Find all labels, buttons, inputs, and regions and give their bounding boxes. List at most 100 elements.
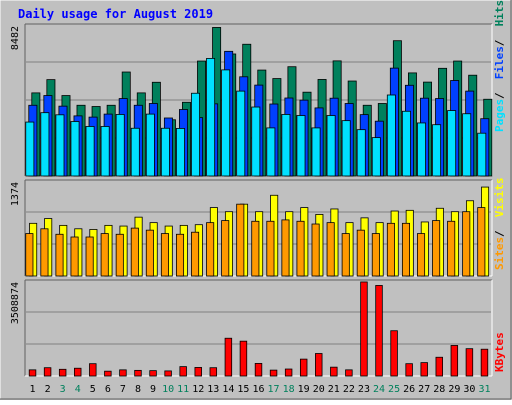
bar-pages-27 — [417, 122, 426, 177]
x-tick-label: 5 — [90, 384, 96, 395]
panel-2: 1374 Sites / Visits — [10, 177, 506, 277]
legend-separator: / — [493, 39, 506, 46]
bar-kbytes-23 — [360, 281, 368, 377]
bar-sites-4 — [70, 236, 79, 277]
x-tick-label: 11 — [177, 384, 189, 395]
bar-kbytes-31 — [480, 348, 489, 377]
bar-sites-17 — [266, 220, 275, 277]
bar-pages-5 — [85, 126, 95, 177]
x-tick-label: 1 — [30, 384, 36, 395]
bar-sites-22 — [341, 233, 350, 277]
legend-separator: / — [493, 230, 506, 237]
legend-files: Files — [493, 46, 506, 79]
bar-sites-20 — [311, 223, 320, 277]
bar-kbytes-7 — [119, 369, 127, 377]
panel-area — [25, 280, 492, 376]
bar-pages-9 — [145, 113, 155, 177]
x-tick-label: 6 — [105, 384, 111, 395]
x-tick-label: 17 — [268, 384, 280, 395]
bar-sites-18 — [281, 219, 290, 277]
bar-sites-14 — [221, 220, 230, 277]
y-max-label: 8482 — [10, 26, 21, 50]
chart-title: Daily usage for August 2019 — [18, 7, 213, 21]
bar-pages-25 — [386, 94, 396, 177]
bar-pages-26 — [401, 110, 411, 177]
bar-pages-17 — [266, 127, 276, 177]
bar-sites-13 — [206, 222, 215, 277]
bar-pages-13 — [206, 58, 216, 177]
bar-kbytes-16 — [254, 363, 263, 377]
bar-sites-24 — [371, 233, 380, 277]
legend-visits: Visits — [493, 177, 506, 217]
legend-pages: Pages — [493, 99, 506, 132]
x-tick-label: 9 — [150, 384, 156, 395]
bar-sites-23 — [356, 229, 365, 277]
bar-pages-6 — [100, 126, 110, 177]
bar-kbytes-14 — [224, 337, 233, 377]
x-tick-label: 8 — [135, 384, 141, 395]
x-tick-label: 7 — [120, 384, 126, 395]
bar-kbytes-27 — [420, 362, 428, 377]
bar-kbytes-29 — [450, 345, 459, 377]
x-tick-label: 18 — [283, 384, 295, 395]
bar-pages-21 — [326, 115, 336, 177]
bar-kbytes-17 — [269, 369, 278, 377]
bar-kbytes-15 — [239, 340, 248, 377]
bar-sites-27 — [417, 233, 426, 277]
bar-kbytes-26 — [405, 363, 413, 377]
bar-sites-9 — [145, 229, 154, 277]
bar-kbytes-8 — [134, 369, 142, 377]
bar-sites-2 — [40, 228, 49, 277]
bar-sites-21 — [326, 222, 335, 277]
bar-pages-23 — [356, 129, 366, 177]
x-tick-label: 19 — [298, 384, 310, 395]
bar-pages-14 — [221, 69, 231, 177]
x-tick-label: 31 — [478, 384, 490, 395]
x-tick-label: 12 — [192, 384, 204, 395]
bar-sites-5 — [85, 236, 94, 277]
x-tick-label: 26 — [403, 384, 415, 395]
panels: 8482 Pages / Files / Hits 1374 Sites / Visi… — [10, 0, 506, 377]
bar-kbytes-6 — [104, 370, 112, 377]
bar-pages-31 — [477, 132, 487, 177]
bar-pages-12 — [191, 92, 200, 177]
bar-sites-16 — [251, 220, 260, 277]
bar-sites-31 — [477, 207, 486, 277]
bar-sites-7 — [115, 233, 124, 277]
bar-kbytes-19 — [299, 358, 308, 377]
legend-kbytes: KBytes — [493, 332, 506, 372]
x-tick-label: 14 — [222, 384, 234, 395]
bar-pages-2 — [40, 112, 50, 177]
x-tick-label: 15 — [237, 384, 249, 395]
bar-kbytes-5 — [89, 363, 97, 377]
x-tick-label: 13 — [207, 384, 219, 395]
bar-sites-10 — [160, 233, 169, 277]
y-max-label: 1374 — [10, 182, 21, 206]
bar-pages-10 — [160, 127, 170, 177]
bar-sites-30 — [462, 211, 471, 277]
bar-sites-6 — [100, 233, 109, 277]
bar-kbytes-22 — [345, 369, 353, 377]
x-tick-label: 30 — [463, 384, 475, 395]
x-tick-label: 10 — [162, 384, 174, 395]
bar-pages-22 — [341, 120, 351, 177]
bar-pages-20 — [311, 127, 321, 177]
bar-kbytes-1 — [28, 369, 37, 377]
bar-pages-28 — [432, 124, 442, 177]
x-tick-label: 21 — [328, 384, 340, 395]
bar-kbytes-21 — [330, 366, 338, 377]
bar-sites-11 — [175, 233, 185, 277]
bar-pages-3 — [55, 114, 65, 177]
bar-sites-8 — [130, 227, 139, 277]
bar-pages-30 — [462, 113, 472, 177]
bar-kbytes-2 — [43, 367, 52, 377]
legend-hits: Hits — [493, 0, 506, 26]
bar-kbytes-13 — [209, 367, 218, 377]
bar-kbytes-20 — [315, 353, 323, 377]
bar-sites-3 — [55, 233, 64, 277]
bar-pages-16 — [251, 106, 261, 177]
bar-kbytes-3 — [58, 368, 67, 377]
bar-kbytes-30 — [465, 348, 474, 377]
bar-pages-8 — [130, 127, 140, 177]
bar-kbytes-25 — [390, 330, 398, 377]
